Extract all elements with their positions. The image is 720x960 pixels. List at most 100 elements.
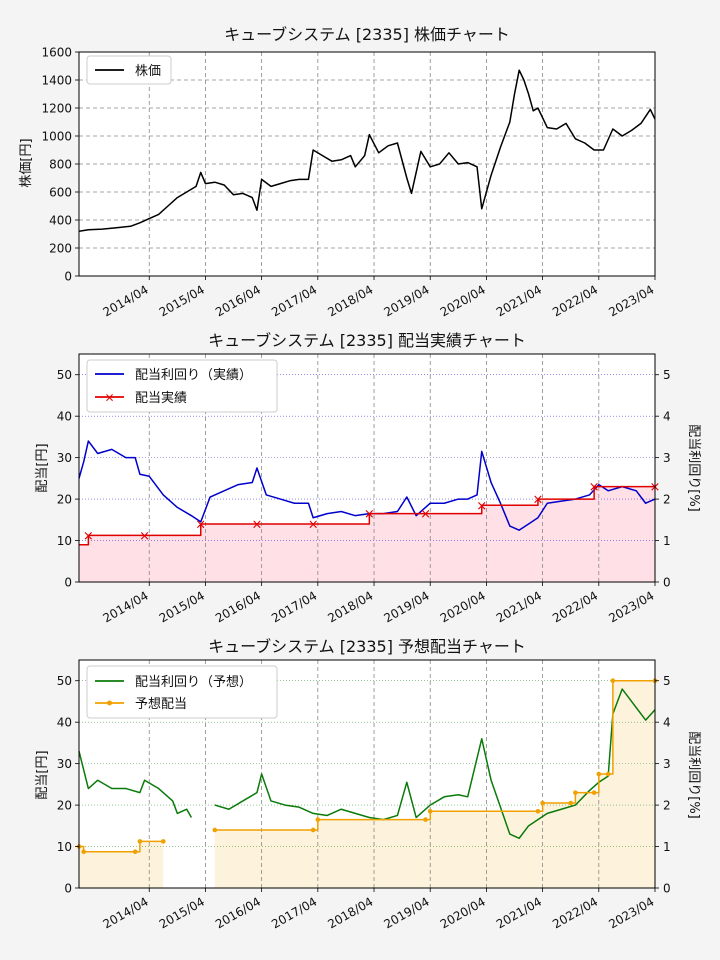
actual-dividend-title: キューブシステム [2335] 配当実績チャート — [208, 331, 526, 350]
y-tick-label: 20 — [57, 493, 72, 507]
actual-dividend-plot-frame — [78, 353, 656, 583]
y-right-tick-label: 5 — [663, 674, 671, 688]
y-right-tick-label: 3 — [663, 757, 671, 771]
actual-dividend-yticks-left: 0 10 20 30 40 50 — [57, 368, 79, 590]
price-chart-title: キューブシステム [2335] 株価チャート — [224, 25, 510, 44]
forecast-dividend-chart-panel: キューブシステム [2335] 予想配当チャート 配当[円] 配当利回り[%] … — [35, 637, 701, 932]
dividend-point-marker — [310, 827, 316, 833]
y-right-tick-label: 4 — [663, 716, 671, 730]
y-right-tick-label: 4 — [663, 410, 671, 424]
dividend-area-fill — [79, 486, 655, 582]
dividend-point-marker — [160, 839, 166, 844]
dividend-point-marker — [605, 771, 611, 777]
price-chart-ylabel: 株価[円] — [19, 138, 34, 187]
dividend-point-marker — [423, 817, 428, 822]
y-tick-label: 1400 — [41, 74, 72, 88]
dividend-x-marker: × — [83, 529, 94, 544]
y-right-tick-label: 0 — [663, 882, 671, 896]
y-tick-label: 600 — [49, 186, 72, 200]
y-right-tick-label: 2 — [663, 493, 671, 507]
price-series-layer — [78, 69, 656, 232]
y-right-tick-label: 5 — [663, 368, 671, 382]
y-tick-label: 20 — [57, 799, 72, 813]
y-tick-label: 0 — [64, 270, 72, 284]
y-tick-label: 40 — [57, 716, 72, 730]
y-tick-label: 30 — [57, 757, 72, 771]
actual-dividend-legend-marker: × — [104, 391, 114, 405]
dividend-x-marker: × — [139, 529, 150, 544]
price-yticks: 0 200 400 600 800 1000 1200 1400 1600 — [41, 46, 79, 284]
y-tick-label: 800 — [49, 158, 72, 172]
series-line — [214, 688, 656, 840]
dividend-point-marker — [315, 817, 321, 822]
y-tick-label: 0 — [64, 882, 72, 896]
forecast-dividend-legend: 配当利回り（予想） 予想配当 — [86, 665, 278, 719]
y-tick-label: 30 — [57, 451, 72, 465]
forecast-dividend-yticks-right: 0 1 2 3 4 5 — [655, 674, 671, 896]
y-right-tick-label: 0 — [663, 576, 671, 590]
y-tick-label: 1000 — [41, 130, 72, 144]
dividend-x-marker: × — [589, 480, 600, 495]
forecast-dividend-title: キューブシステム [2335] 予想配当チャート — [208, 637, 526, 656]
actual-dividend-chart-panel: キューブシステム [2335] 配当実績チャート 配当[円] 配当利回り[%] … — [35, 331, 701, 626]
series-line — [78, 69, 656, 232]
y-tick-label: 1600 — [41, 46, 72, 60]
actual-dividend-grid — [79, 354, 656, 582]
y-tick-label: 200 — [49, 242, 72, 256]
dividend-point-marker — [535, 809, 541, 814]
y-tick-label: 50 — [57, 674, 72, 688]
forecast-dividend-legend-label: 予想配当 — [135, 696, 187, 712]
y-tick-label: 10 — [57, 840, 72, 854]
forecast-dividend-legend-marker — [107, 700, 112, 706]
forecast-dividend-series-layer — [76, 678, 658, 855]
dividend-area-fill — [214, 680, 655, 888]
y-tick-label: 50 — [57, 368, 72, 382]
y-right-tick-label: 3 — [663, 451, 671, 465]
actual-dividend-legend-label: 配当実績 — [135, 390, 187, 406]
dividend-point-marker — [540, 800, 545, 806]
dividend-point-marker — [427, 809, 433, 814]
forecast-dividend-yticks-left: 0 10 20 30 40 50 — [57, 674, 79, 896]
y-right-tick-label: 1 — [663, 840, 671, 854]
y-right-tick-label: 2 — [663, 799, 671, 813]
actual-dividend-ylabel-right: 配当利回り[%] — [686, 424, 701, 512]
dividend-step-line — [79, 485, 655, 546]
actual-dividend-yticks-right: 0 1 2 3 4 5 — [655, 368, 671, 590]
dividend-area-fill — [79, 841, 164, 888]
price-chart-panel: キューブシステム [2335] 株価チャート 株価[円] 0 200 400 600 8… — [19, 25, 657, 320]
actual-dividend-fill — [79, 486, 655, 582]
y-tick-label: 10 — [57, 534, 72, 548]
dividend-point-marker — [81, 849, 86, 855]
price-legend: 株価 — [86, 55, 172, 85]
dividend-x-marker: × — [195, 517, 206, 532]
dividend-point-marker — [610, 678, 616, 684]
forecast-dividend-grid — [79, 660, 656, 888]
forecast-yield-legend-label: 配当利回り（予想） — [135, 674, 252, 690]
forecast-dividend-ylabel-right: 配当利回り[%] — [686, 731, 701, 819]
series-line — [78, 751, 193, 818]
dividend-x-marker: × — [532, 493, 543, 508]
dividend-point-marker — [132, 849, 138, 855]
forecast-dividend-fill — [79, 680, 655, 888]
dividend-point-marker — [573, 790, 578, 795]
dividend-x-marker: × — [476, 499, 487, 514]
dividend-point-marker — [596, 771, 602, 777]
dividend-point-marker — [568, 800, 574, 806]
actual-dividend-ylabel-left: 配当[円] — [35, 443, 50, 492]
dividend-point-marker — [137, 839, 143, 844]
forecast-dividend-plot-frame — [78, 659, 656, 889]
dividend-x-marker: × — [308, 517, 319, 532]
dividend-point-marker — [591, 790, 597, 795]
y-right-tick-label: 1 — [663, 534, 671, 548]
actual-yield-legend-label: 配当利回り（実績） — [135, 367, 252, 383]
forecast-dividend-ylabel-left: 配当[円] — [35, 750, 50, 799]
actual-dividend-legend: 配当利回り（実績） × 配当実績 — [86, 359, 278, 413]
dividend-x-marker: × — [420, 507, 431, 522]
y-tick-label: 1200 — [41, 102, 72, 116]
dividend-x-marker: × — [364, 507, 375, 522]
y-tick-label: 400 — [49, 214, 72, 228]
dividend-point-marker — [212, 827, 218, 833]
dividend-x-marker: × — [251, 517, 262, 532]
price-legend-label: 株価 — [135, 64, 161, 79]
